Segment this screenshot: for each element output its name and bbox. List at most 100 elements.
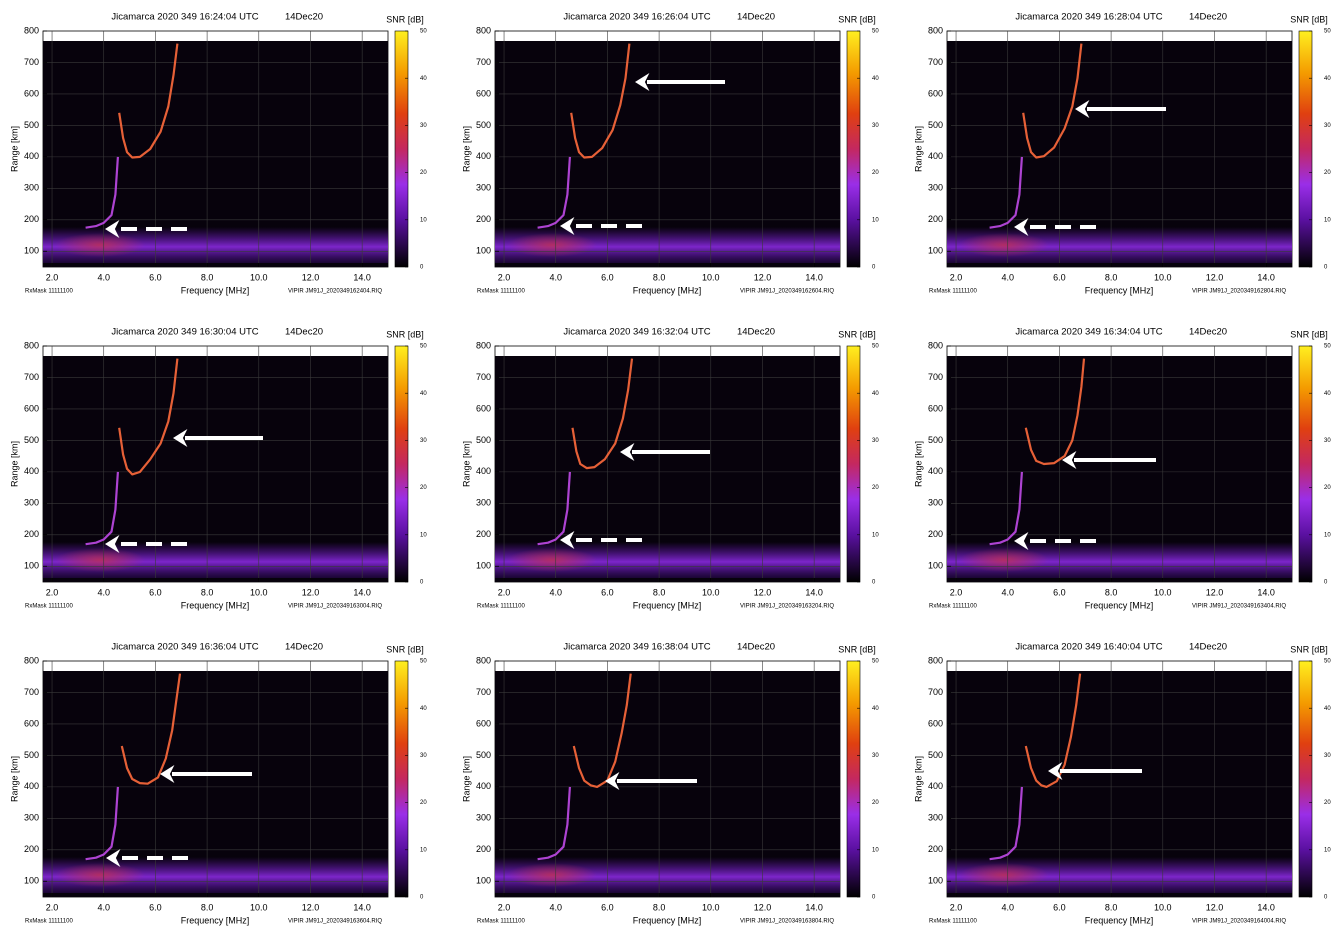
y-tick-label: 700 bbox=[928, 372, 943, 382]
y-tick-label: 500 bbox=[928, 120, 943, 130]
x-axis-label: Frequency [MHz] bbox=[1085, 915, 1154, 925]
y-tick-label: 100 bbox=[476, 561, 491, 571]
y-tick-label: 300 bbox=[24, 813, 39, 823]
chart-date: 14Dec20 bbox=[737, 642, 775, 653]
footer-left: RxMask 11111100 bbox=[929, 289, 977, 295]
y-tick-label: 700 bbox=[928, 687, 943, 697]
colorbar-tick-label: 50 bbox=[1324, 659, 1331, 665]
x-tick-label: 4.0 bbox=[549, 902, 562, 912]
colorbar-tick-label: 30 bbox=[872, 753, 879, 759]
y-tick-label: 300 bbox=[24, 498, 39, 508]
noise-glow bbox=[55, 233, 145, 257]
colorbar-tick-label: 30 bbox=[1324, 438, 1331, 444]
y-tick-label: 500 bbox=[476, 120, 491, 130]
y-tick-label: 700 bbox=[24, 57, 39, 67]
trace bbox=[1024, 673, 1082, 788]
y-tick-label: 300 bbox=[476, 183, 491, 193]
y-tick-label: 600 bbox=[928, 403, 943, 413]
colorbar-tick-label: 50 bbox=[872, 29, 879, 35]
colorbar-tick-label: 30 bbox=[420, 123, 427, 129]
y-tick-label: 200 bbox=[928, 844, 943, 854]
x-tick-label: 4.0 bbox=[97, 902, 110, 912]
colorbar-tick-label: 0 bbox=[420, 895, 424, 901]
x-tick-label: 4.0 bbox=[1001, 272, 1014, 282]
x-axis-label: Frequency [MHz] bbox=[633, 600, 702, 610]
footer-right: VIPIR JM91J_2020349162804.RIQ bbox=[1192, 289, 1286, 295]
footer-left: RxMask 11111100 bbox=[929, 604, 977, 610]
noise-glow bbox=[959, 548, 1049, 572]
arrow-head bbox=[560, 217, 575, 235]
y-tick-label: 600 bbox=[476, 403, 491, 413]
trace bbox=[85, 471, 119, 546]
y-tick-label: 200 bbox=[24, 214, 39, 224]
y-tick-label: 500 bbox=[24, 435, 39, 445]
trace bbox=[537, 471, 571, 546]
colorbar-tick-label: 10 bbox=[420, 532, 427, 538]
x-tick-label: 14.0 bbox=[1257, 272, 1275, 282]
y-tick-label: 300 bbox=[476, 498, 491, 508]
x-tick-label: 10.0 bbox=[250, 587, 268, 597]
arrow-head bbox=[1014, 532, 1029, 550]
arrow-head bbox=[560, 531, 575, 549]
arrow-head bbox=[105, 220, 120, 238]
x-axis-label: Frequency [MHz] bbox=[633, 915, 702, 925]
footer-right: VIPIR JM91J_2020349164004.RIQ bbox=[1192, 919, 1286, 925]
x-tick-label: 4.0 bbox=[97, 272, 110, 282]
y-tick-label: 600 bbox=[24, 718, 39, 728]
y-tick-label: 700 bbox=[24, 372, 39, 382]
y-tick-label: 400 bbox=[928, 466, 943, 476]
colorbar-tick-label: 0 bbox=[1324, 265, 1328, 271]
y-tick-label: 500 bbox=[476, 750, 491, 760]
y-axis-label: Range [km] bbox=[461, 126, 471, 172]
x-tick-label: 10.0 bbox=[1154, 272, 1172, 282]
x-tick-label: 4.0 bbox=[1001, 902, 1014, 912]
y-tick-label: 100 bbox=[928, 561, 943, 571]
x-tick-label: 12.0 bbox=[302, 587, 320, 597]
y-tick-label: 700 bbox=[476, 372, 491, 382]
colorbar-tick-label: 10 bbox=[872, 217, 879, 223]
x-tick-label: 12.0 bbox=[302, 272, 320, 282]
x-tick-label: 12.0 bbox=[754, 272, 772, 282]
colorbar-tick-label: 0 bbox=[872, 895, 876, 901]
chart-date: 14Dec20 bbox=[285, 642, 323, 653]
colorbar bbox=[1298, 30, 1313, 268]
x-axis-label: Frequency [MHz] bbox=[181, 915, 250, 925]
y-tick-label: 800 bbox=[476, 655, 491, 665]
colorbar-tick-label: 40 bbox=[1324, 391, 1331, 397]
colorbar-tick-label: 10 bbox=[872, 847, 879, 853]
trace bbox=[571, 358, 634, 470]
x-tick-label: 10.0 bbox=[702, 587, 720, 597]
trace bbox=[120, 673, 182, 785]
colorbar-label: SNR [dB] bbox=[838, 644, 876, 654]
arrow-head bbox=[1062, 451, 1077, 469]
y-tick-label: 800 bbox=[24, 340, 39, 350]
colorbar-tick-label: 40 bbox=[872, 706, 879, 712]
trace bbox=[989, 786, 1023, 861]
trace bbox=[537, 156, 571, 229]
chart-date: 14Dec20 bbox=[285, 12, 323, 23]
colorbar-tick-label: 20 bbox=[1324, 800, 1331, 806]
trace bbox=[989, 156, 1023, 229]
colorbar-tick-label: 40 bbox=[420, 76, 427, 82]
y-tick-label: 600 bbox=[928, 88, 943, 98]
x-tick-label: 6.0 bbox=[149, 902, 162, 912]
colorbar-tick-label: 0 bbox=[420, 580, 424, 586]
colorbar-tick-label: 10 bbox=[872, 532, 879, 538]
chart-date: 14Dec20 bbox=[1189, 327, 1227, 338]
arrow-head bbox=[105, 535, 120, 553]
colorbar-tick-label: 20 bbox=[420, 170, 427, 176]
chart-title: Jicamarca 2020 349 16:34:04 UTC bbox=[1015, 327, 1162, 338]
colorbar bbox=[394, 30, 409, 268]
y-tick-label: 100 bbox=[928, 246, 943, 256]
x-tick-label: 12.0 bbox=[754, 902, 772, 912]
x-tick-label: 2.0 bbox=[950, 902, 963, 912]
colorbar bbox=[1298, 660, 1313, 898]
y-tick-label: 300 bbox=[476, 813, 491, 823]
colorbar-tick-label: 10 bbox=[420, 847, 427, 853]
footer-left: RxMask 11111100 bbox=[477, 604, 525, 610]
x-tick-label: 4.0 bbox=[1001, 587, 1014, 597]
colorbar-tick-label: 40 bbox=[420, 706, 427, 712]
